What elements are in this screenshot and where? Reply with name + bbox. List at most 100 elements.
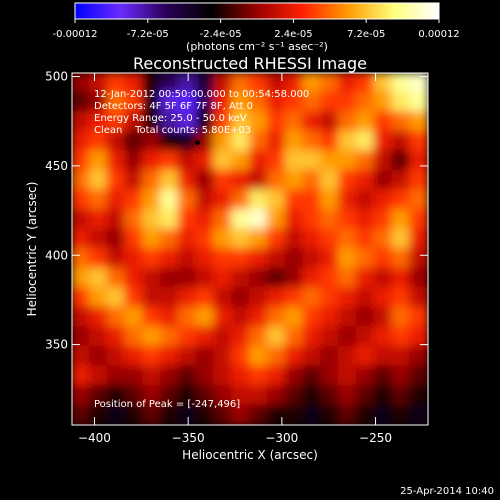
- heatmap-cell: [142, 130, 162, 153]
- heatmap-cell: [391, 345, 412, 368]
- heatmap-cell: [391, 404, 412, 425]
- heatmap-cell: [338, 326, 358, 348]
- heatmap-cell: [338, 130, 358, 153]
- heatmap-cell: [195, 91, 216, 114]
- heatmap-cell: [72, 130, 91, 153]
- heatmap-cell: [177, 306, 198, 329]
- heatmap-cell: [160, 130, 180, 153]
- heatmap-cell: [124, 189, 145, 211]
- heatmap-cell: [142, 404, 162, 425]
- heatmap-cell: [249, 384, 269, 407]
- timestamp: 25-Apr-2014 10:40: [400, 486, 494, 497]
- heatmap-cell: [249, 287, 269, 309]
- colorbar-tick-label: 0.00012: [418, 29, 459, 40]
- heatmap-cell: [266, 91, 287, 114]
- heatmap-cell: [177, 150, 198, 172]
- heatmap-cell: [124, 208, 145, 231]
- heatmap-cell: [213, 404, 234, 425]
- heatmap-cell: [160, 384, 180, 407]
- heatmap-cell: [195, 267, 216, 290]
- heatmap-cell: [302, 326, 323, 348]
- heatmap-cell: [302, 150, 323, 172]
- heatmap-cell: [231, 384, 251, 407]
- heatmap-cell: [409, 267, 428, 290]
- heatmap-cell: [160, 91, 180, 114]
- heatmap-cell: [142, 73, 162, 94]
- heatmap-cell: [195, 306, 216, 329]
- info-clean-counts: Clean Total counts: 5.80E+03: [94, 125, 251, 136]
- heatmap-cell: [88, 306, 109, 329]
- heatmap-cell: [213, 267, 234, 290]
- heatmap-cell: [338, 306, 358, 329]
- heatmap-cell: [195, 365, 216, 387]
- heatmap-cell: [160, 345, 180, 368]
- heatmap-cell: [142, 150, 162, 172]
- heatmap-cell: [266, 150, 287, 172]
- heatmap-cell: [284, 326, 305, 348]
- heatmap-cell: [88, 326, 109, 348]
- heatmap-cell: [124, 267, 145, 290]
- heatmap-cell: [302, 267, 323, 290]
- heatmap-cell: [72, 228, 91, 250]
- heatmap-cell: [338, 73, 358, 94]
- heatmap-cell: [124, 345, 145, 368]
- heatmap-cell: [231, 345, 251, 368]
- heatmap-cell: [320, 306, 340, 329]
- heatmap-cell: [177, 169, 198, 192]
- heatmap-cell: [391, 326, 412, 348]
- heatmap-cell: [177, 189, 198, 211]
- heatmap-cell: [284, 73, 305, 94]
- y-axis-tick-labels: 350 400 450 500: [45, 70, 68, 352]
- heatmap-cell: [320, 130, 340, 153]
- heatmap-cell: [266, 189, 287, 211]
- heatmap-cell: [195, 150, 216, 172]
- info-time-range: 12-Jan-2012 00:50:00.000 to 00:54:58.000: [94, 89, 309, 100]
- heatmap-cell: [231, 189, 251, 211]
- heatmap-cell: [213, 384, 234, 407]
- heatmap-cell: [391, 111, 412, 133]
- heatmap-cell: [249, 130, 269, 153]
- heatmap-cell: [373, 228, 394, 250]
- heatmap-cell: [355, 189, 376, 211]
- heatmap-cell: [355, 228, 376, 250]
- heatmap-cell: [142, 208, 162, 231]
- heatmap-cell: [160, 287, 180, 309]
- heatmap-cell: [231, 169, 251, 192]
- heatmap-cell: [338, 189, 358, 211]
- heatmap-cell: [177, 365, 198, 387]
- heatmap-cell: [213, 365, 234, 387]
- heatmap-cell: [391, 150, 412, 172]
- heatmap-cell: [177, 228, 198, 250]
- y-axis-label: Heliocentric Y (arcsec): [25, 182, 39, 317]
- heatmap-cell: [88, 189, 109, 211]
- heatmap-cell: [391, 267, 412, 290]
- heatmap-cell: [284, 248, 305, 270]
- heatmap-cell: [355, 150, 376, 172]
- heatmap-cell: [142, 287, 162, 309]
- heatmap-cell: [124, 306, 145, 329]
- y-tick-label: 500: [45, 70, 68, 84]
- heatmap-cell: [391, 189, 412, 211]
- heatmap-cell: [124, 228, 145, 250]
- heatmap-cell: [302, 189, 323, 211]
- heatmap-cell: [373, 91, 394, 114]
- heatmap-cell: [266, 267, 287, 290]
- heatmap-cell: [302, 111, 323, 133]
- heatmap-cell: [213, 130, 234, 153]
- heatmap-cell: [142, 365, 162, 387]
- heatmap-cell: [249, 189, 269, 211]
- heatmap-cell: [88, 91, 109, 114]
- heatmap-cell: [213, 306, 234, 329]
- heatmap-cell: [177, 208, 198, 231]
- heatmap-cell: [266, 384, 287, 407]
- heatmap-cell: [72, 384, 91, 407]
- heatmap-cell: [284, 267, 305, 290]
- heatmap-cell: [284, 306, 305, 329]
- x-tick-label: −250: [359, 431, 392, 445]
- heatmap-cell: [373, 306, 394, 329]
- heatmap-cell: [124, 248, 145, 270]
- heatmap-cell: [249, 73, 269, 94]
- heatmap-cell: [338, 248, 358, 270]
- heatmap-cell: [124, 384, 145, 407]
- heatmap-cell: [106, 150, 127, 172]
